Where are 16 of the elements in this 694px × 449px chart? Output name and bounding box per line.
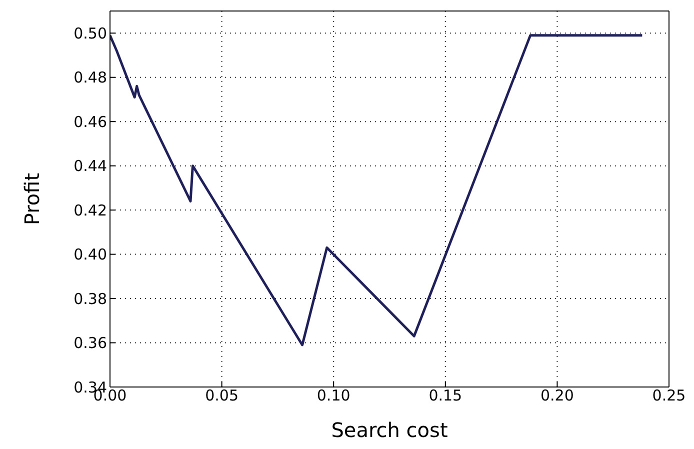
x-tick-label: 0.05 bbox=[205, 386, 239, 405]
y-tick-label: 0.42 bbox=[74, 201, 107, 220]
x-axis-title: Search cost bbox=[331, 418, 448, 442]
y-tick-label: 0.48 bbox=[74, 68, 107, 87]
x-tick-label: 0.20 bbox=[540, 386, 574, 405]
y-tick-label: 0.36 bbox=[74, 334, 107, 352]
y-tick-label: 0.40 bbox=[74, 246, 107, 264]
y-tick-label: 0.46 bbox=[74, 112, 107, 131]
y-tick-label: 0.44 bbox=[74, 157, 107, 176]
x-tick-label: 0.25 bbox=[652, 386, 686, 405]
x-tick-label: 0.10 bbox=[316, 386, 350, 405]
y-tick-label: 0.50 bbox=[74, 24, 107, 42]
x-tick-label: 0.15 bbox=[428, 386, 462, 405]
y-tick-label: 0.38 bbox=[74, 290, 107, 308]
line-series bbox=[110, 34, 644, 346]
y-axis-title: Profit bbox=[20, 172, 44, 226]
